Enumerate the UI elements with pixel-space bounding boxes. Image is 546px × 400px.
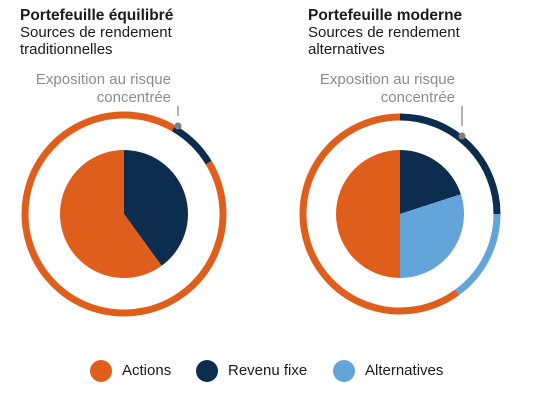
right-chart-subtitle: Sources de rendement alternatives	[308, 24, 460, 58]
left-risk-annotation: Exposition au risque concentrée	[35, 71, 171, 106]
legend-label-revenu-fixe: Revenu fixe	[228, 362, 308, 379]
right-pie-slice-revenu-fixe	[400, 150, 461, 214]
legend-label-actions: Actions	[122, 362, 172, 379]
left-chart-title: Portefeuille équilibré	[20, 7, 174, 24]
right-risk-ring-revenu-fixe	[399, 113, 501, 215]
right-pie-slice-alternatives	[400, 194, 464, 278]
left-risk-ring-actions	[21, 111, 227, 317]
left-pie-slice-actions	[60, 150, 162, 278]
legend-swatch-revenu-fixe	[196, 360, 218, 382]
right-risk-ring-alternatives	[454, 213, 501, 296]
legend-item-alternatives: Alternatives	[333, 360, 443, 382]
left-pie-slice-revenu-fixe	[124, 150, 189, 266]
left-risk-ring-revenu-fixe	[171, 125, 212, 165]
right-chart-title: Portefeuille moderne	[308, 7, 463, 24]
left-chart-subtitle: Sources de rendement traditionnelles	[20, 24, 172, 58]
legend-label-alternatives: Alternatives	[365, 362, 444, 379]
legend: Actions Revenu fixe Alternatives	[0, 360, 546, 388]
right-annotation-marker	[458, 132, 466, 140]
legend-swatch-actions	[90, 360, 112, 382]
legend-item-actions: Actions	[90, 360, 171, 382]
right-pie-slice-actions	[336, 150, 400, 278]
right-risk-annotation: Exposition au risque concentrée	[319, 71, 455, 106]
legend-item-revenu-fixe: Revenu fixe	[196, 360, 307, 382]
right-risk-ring-actions	[299, 113, 460, 315]
legend-swatch-alternatives	[333, 360, 355, 382]
left-annotation-marker	[174, 122, 182, 130]
